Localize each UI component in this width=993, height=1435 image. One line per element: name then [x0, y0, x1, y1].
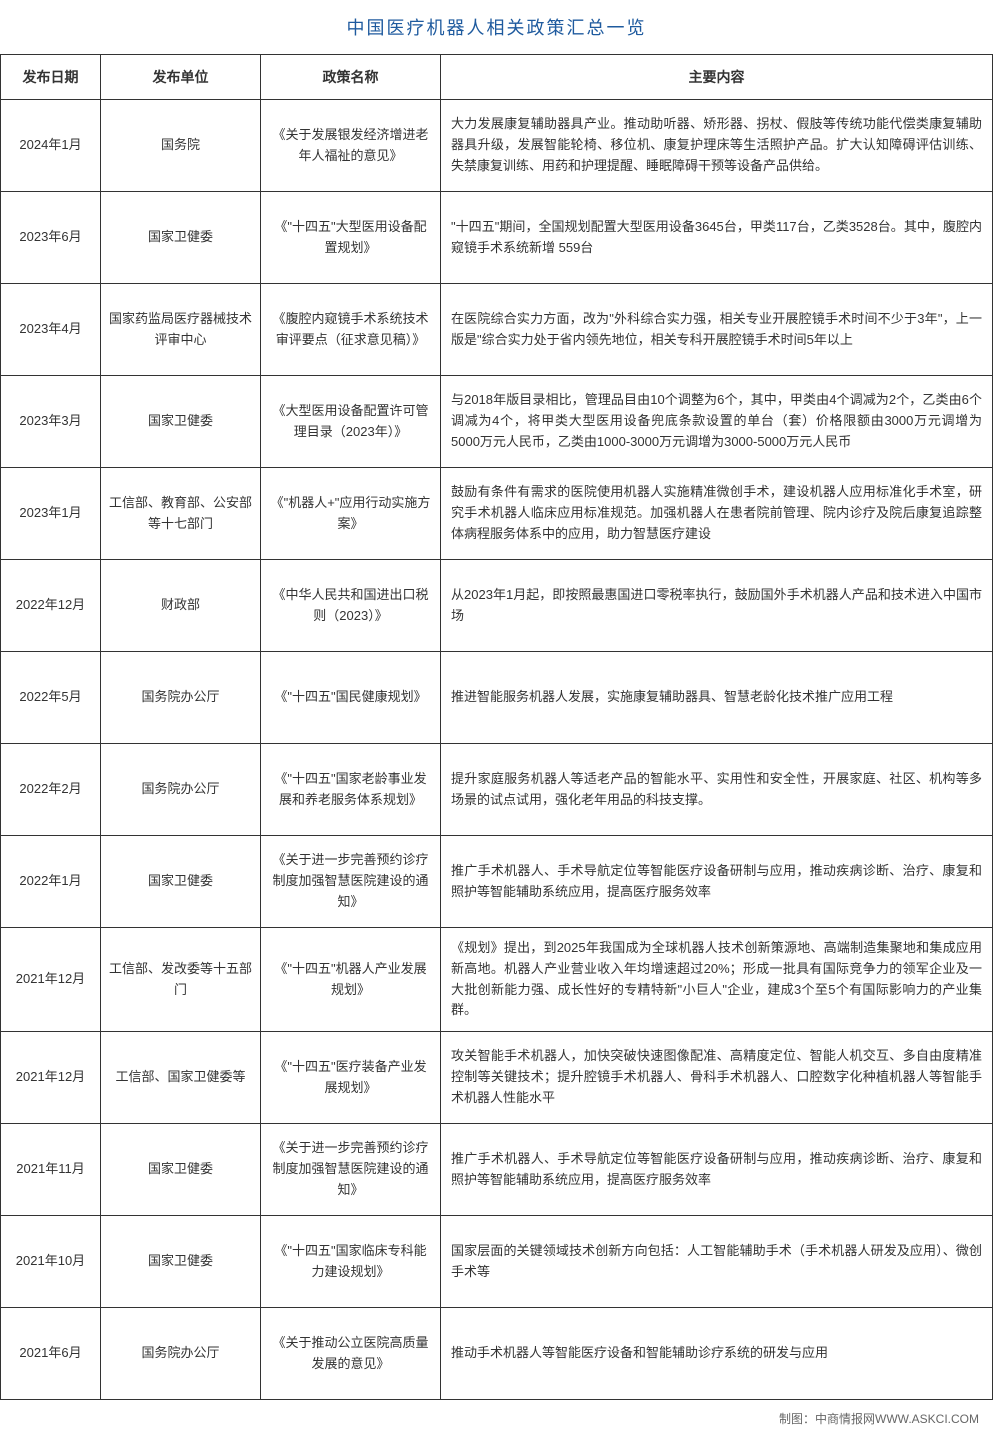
cell-content: 推广手术机器人、手术导航定位等智能医疗设备研制与应用，推动疾病诊断、治疗、康复和… [441, 836, 993, 928]
cell-content: 与2018年版目录相比，管理品目由10个调整为6个，其中，甲类由4个调减为2个，… [441, 376, 993, 468]
cell-content: 在医院综合实力方面，改为"外科综合实力强，相关专业开展腔镜手术时间不少于3年"，… [441, 284, 993, 376]
cell-date: 2022年2月 [1, 744, 101, 836]
table-row: 2023年6月国家卫健委《"十四五"大型医用设备配置规划》"十四五"期间，全国规… [1, 192, 993, 284]
table-header-row: 发布日期 发布单位 政策名称 主要内容 [1, 55, 993, 100]
cell-org: 财政部 [101, 560, 261, 652]
cell-policy: 《"十四五"国家临床专科能力建设规划》 [261, 1216, 441, 1308]
col-header-date: 发布日期 [1, 55, 101, 100]
cell-policy: 《"十四五"国民健康规划》 [261, 652, 441, 744]
cell-org: 国家卫健委 [101, 1124, 261, 1216]
cell-content: 推进智能服务机器人发展，实施康复辅助器具、智慧老龄化技术推广应用工程 [441, 652, 993, 744]
cell-date: 2022年12月 [1, 560, 101, 652]
cell-policy: 《中华人民共和国进出口税则（2023）》 [261, 560, 441, 652]
table-row: 2021年12月工信部、国家卫健委等《"十四五"医疗装备产业发展规划》攻关智能手… [1, 1032, 993, 1124]
cell-date: 2021年11月 [1, 1124, 101, 1216]
cell-content: 国家层面的关键领域技术创新方向包括：人工智能辅助手术（手术机器人研发及应用）、微… [441, 1216, 993, 1308]
cell-content: 推广手术机器人、手术导航定位等智能医疗设备研制与应用，推动疾病诊断、治疗、康复和… [441, 1124, 993, 1216]
cell-date: 2023年3月 [1, 376, 101, 468]
cell-org: 国家卫健委 [101, 192, 261, 284]
cell-policy: 《关于发展银发经济增进老年人福祉的意见》 [261, 100, 441, 192]
cell-content: 大力发展康复辅助器具产业。推动助听器、矫形器、拐杖、假肢等传统功能代偿类康复辅助… [441, 100, 993, 192]
policy-table: 发布日期 发布单位 政策名称 主要内容 2024年1月国务院《关于发展银发经济增… [0, 54, 993, 1400]
table-row: 2022年2月国务院办公厅《"十四五"国家老龄事业发展和养老服务体系规划》提升家… [1, 744, 993, 836]
table-row: 2023年1月工信部、教育部、公安部等十七部门《"机器人+"应用行动实施方案》鼓… [1, 468, 993, 560]
cell-date: 2024年1月 [1, 100, 101, 192]
cell-date: 2021年10月 [1, 1216, 101, 1308]
cell-org: 工信部、教育部、公安部等十七部门 [101, 468, 261, 560]
cell-policy: 《"十四五"医疗装备产业发展规划》 [261, 1032, 441, 1124]
cell-date: 2021年6月 [1, 1308, 101, 1400]
table-row: 2021年10月国家卫健委《"十四五"国家临床专科能力建设规划》国家层面的关键领… [1, 1216, 993, 1308]
table-row: 2022年12月财政部《中华人民共和国进出口税则（2023）》从2023年1月起… [1, 560, 993, 652]
cell-org: 国家卫健委 [101, 1216, 261, 1308]
cell-org: 国务院办公厅 [101, 652, 261, 744]
cell-policy: 《关于推动公立医院高质量发展的意见》 [261, 1308, 441, 1400]
footer-credit: 制图：中商情报网WWW.ASKCI.COM [0, 1400, 993, 1435]
cell-content: 鼓励有条件有需求的医院使用机器人实施精准微创手术，建设机器人应用标准化手术室，研… [441, 468, 993, 560]
table-row: 2021年6月国务院办公厅《关于推动公立医院高质量发展的意见》推动手术机器人等智… [1, 1308, 993, 1400]
cell-org: 工信部、国家卫健委等 [101, 1032, 261, 1124]
cell-date: 2023年4月 [1, 284, 101, 376]
table-row: 2021年12月工信部、发改委等十五部门《"十四五"机器人产业发展规划》《规划》… [1, 928, 993, 1032]
cell-policy: 《"机器人+"应用行动实施方案》 [261, 468, 441, 560]
cell-content: 《规划》提出，到2025年我国成为全球机器人技术创新策源地、高端制造集聚地和集成… [441, 928, 993, 1032]
cell-policy: 《"十四五"大型医用设备配置规划》 [261, 192, 441, 284]
cell-content: 推动手术机器人等智能医疗设备和智能辅助诊疗系统的研发与应用 [441, 1308, 993, 1400]
table-row: 2023年4月国家药监局医疗器械技术评审中心《腹腔内窥镜手术系统技术审评要点（征… [1, 284, 993, 376]
policy-table-container: 中国医疗机器人相关政策汇总一览 发布日期 发布单位 政策名称 主要内容 2024… [0, 0, 993, 1435]
cell-date: 2022年5月 [1, 652, 101, 744]
cell-date: 2023年6月 [1, 192, 101, 284]
cell-policy: 《"十四五"机器人产业发展规划》 [261, 928, 441, 1032]
cell-content: "十四五"期间，全国规划配置大型医用设备3645台，甲类117台，乙类3528台… [441, 192, 993, 284]
page-title: 中国医疗机器人相关政策汇总一览 [0, 0, 993, 54]
table-row: 2022年1月国家卫健委《关于进一步完善预约诊疗制度加强智慧医院建设的通知》推广… [1, 836, 993, 928]
cell-org: 国家卫健委 [101, 376, 261, 468]
cell-content: 提升家庭服务机器人等适老产品的智能水平、实用性和安全性，开展家庭、社区、机构等多… [441, 744, 993, 836]
cell-date: 2021年12月 [1, 928, 101, 1032]
cell-org: 国务院 [101, 100, 261, 192]
col-header-policy: 政策名称 [261, 55, 441, 100]
cell-date: 2023年1月 [1, 468, 101, 560]
cell-policy: 《关于进一步完善预约诊疗制度加强智慧医院建设的通知》 [261, 1124, 441, 1216]
cell-org: 国家药监局医疗器械技术评审中心 [101, 284, 261, 376]
cell-org: 工信部、发改委等十五部门 [101, 928, 261, 1032]
cell-date: 2021年12月 [1, 1032, 101, 1124]
cell-date: 2022年1月 [1, 836, 101, 928]
cell-policy: 《腹腔内窥镜手术系统技术审评要点（征求意见稿）》 [261, 284, 441, 376]
cell-policy: 《关于进一步完善预约诊疗制度加强智慧医院建设的通知》 [261, 836, 441, 928]
cell-policy: 《大型医用设备配置许可管理目录（2023年）》 [261, 376, 441, 468]
cell-policy: 《"十四五"国家老龄事业发展和养老服务体系规划》 [261, 744, 441, 836]
cell-org: 国家卫健委 [101, 836, 261, 928]
cell-org: 国务院办公厅 [101, 1308, 261, 1400]
table-body: 2024年1月国务院《关于发展银发经济增进老年人福祉的意见》大力发展康复辅助器具… [1, 100, 993, 1400]
table-row: 2022年5月国务院办公厅《"十四五"国民健康规划》推进智能服务机器人发展，实施… [1, 652, 993, 744]
table-row: 2021年11月国家卫健委《关于进一步完善预约诊疗制度加强智慧医院建设的通知》推… [1, 1124, 993, 1216]
cell-content: 从2023年1月起，即按照最惠国进口零税率执行，鼓励国外手术机器人产品和技术进入… [441, 560, 993, 652]
col-header-org: 发布单位 [101, 55, 261, 100]
cell-content: 攻关智能手术机器人，加快突破快速图像配准、高精度定位、智能人机交互、多自由度精准… [441, 1032, 993, 1124]
cell-org: 国务院办公厅 [101, 744, 261, 836]
table-row: 2023年3月国家卫健委《大型医用设备配置许可管理目录（2023年）》与2018… [1, 376, 993, 468]
table-row: 2024年1月国务院《关于发展银发经济增进老年人福祉的意见》大力发展康复辅助器具… [1, 100, 993, 192]
col-header-content: 主要内容 [441, 55, 993, 100]
